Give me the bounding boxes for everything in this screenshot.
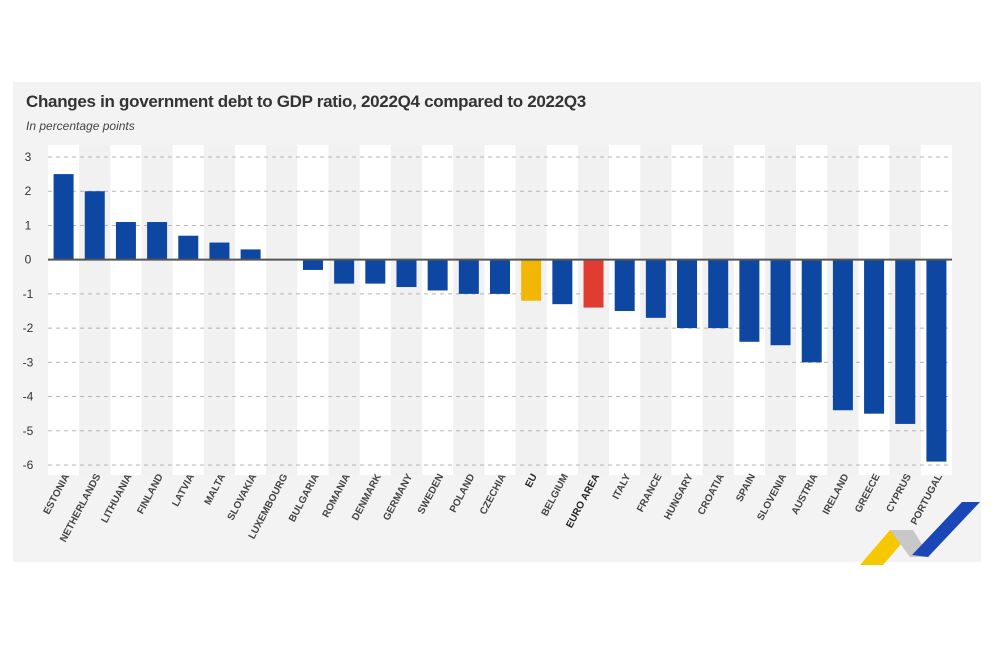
bar-germany <box>396 259 417 288</box>
x-tick-label: BELGIUM <box>540 472 571 518</box>
x-tick-label: POLAND <box>448 472 478 514</box>
column-stripe <box>235 145 267 475</box>
column-stripe <box>110 145 142 475</box>
column-stripe <box>359 145 391 475</box>
bar-poland <box>458 259 479 294</box>
column-stripes <box>48 145 952 475</box>
chart-subtitle: In percentage points <box>26 119 135 133</box>
bar-ireland <box>832 259 853 411</box>
x-tick-label: CZECHIA <box>478 472 509 516</box>
bar-france <box>645 259 666 318</box>
y-tick-label: -2 <box>23 321 34 335</box>
bar-italy <box>614 259 635 311</box>
bar-greece <box>864 259 885 414</box>
bar-eu <box>521 259 542 301</box>
bar-finland <box>147 222 168 260</box>
bar-portugal <box>926 259 947 462</box>
bar-malta <box>209 242 230 260</box>
column-stripe <box>422 145 454 475</box>
column-stripe <box>453 145 485 475</box>
y-tick-label: -3 <box>23 355 34 369</box>
x-tick-label: SWEDEN <box>416 472 446 516</box>
x-tick-label: HUNGARY <box>662 472 695 522</box>
x-tick-label: PORTUGAL <box>909 472 945 527</box>
x-tick-label: FRANCE <box>635 472 664 514</box>
y-tick-label: -6 <box>23 458 34 472</box>
column-stripe <box>546 145 578 475</box>
column-stripe <box>328 145 360 475</box>
eurostat-chevron-logo-icon <box>860 502 980 565</box>
bar-romania <box>334 259 355 284</box>
bar-euro-area <box>583 259 604 308</box>
x-tick-label: SLOVAKIA <box>226 472 260 522</box>
x-tick-label: ITALY <box>611 472 634 501</box>
bar-denmark <box>365 259 386 284</box>
column-stripe <box>390 145 423 475</box>
bar-hungary <box>677 259 698 329</box>
bar-belgium <box>552 259 573 305</box>
logo-blue-stripe <box>912 502 980 557</box>
bar-sweden <box>427 259 448 291</box>
y-tick-label: 1 <box>25 218 32 232</box>
bar-spain <box>739 259 760 342</box>
bar-croatia <box>708 259 729 329</box>
column-stripe <box>141 145 173 475</box>
y-tick-label: -5 <box>23 424 34 438</box>
x-tick-label: CROATIA <box>696 472 727 517</box>
column-stripe <box>484 145 516 475</box>
x-tick-label: LITHUANIA <box>100 472 135 525</box>
y-tick-label: 2 <box>25 184 32 198</box>
x-tick-label: ROMANIA <box>321 472 353 519</box>
column-stripe <box>297 145 329 475</box>
x-tick-label: AUSTRIA <box>790 472 821 516</box>
x-tick-label: GREECE <box>853 472 883 515</box>
bars <box>53 174 947 462</box>
x-tick-label: MALTA <box>203 472 228 507</box>
x-tick-label: SLOVENIA <box>755 472 789 522</box>
x-tick-label: ESTONIA <box>42 472 73 516</box>
bar-estonia <box>53 174 74 260</box>
column-stripe <box>172 145 204 475</box>
x-tick-label: EURO AREA <box>564 472 602 530</box>
x-tick-label: FINLAND <box>135 472 165 516</box>
x-tick-label: SPAIN <box>734 472 758 504</box>
x-tick-label: CYPRUS <box>885 472 914 514</box>
x-tick-label: LATVIA <box>171 472 197 508</box>
bar-lithuania <box>115 222 136 260</box>
bar-austria <box>801 259 822 363</box>
bar-slovenia <box>770 259 791 346</box>
bar-latvia <box>178 235 199 260</box>
bar-czechia <box>490 259 510 294</box>
x-tick-label: DENMARK <box>350 472 384 523</box>
chart-title: Changes in government debt to GDP ratio,… <box>26 92 586 111</box>
column-stripe <box>266 145 298 475</box>
column-stripe <box>577 145 610 475</box>
bar-cyprus <box>895 259 916 424</box>
y-tick-label: -4 <box>23 390 34 404</box>
column-stripe <box>515 145 547 475</box>
x-tick-label: IRELAND <box>821 472 852 516</box>
bar-slovakia <box>240 249 261 260</box>
x-tick-label: BULGARIA <box>287 472 321 524</box>
bar-bulgaria <box>302 259 323 270</box>
y-tick-label: 3 <box>25 150 32 164</box>
y-axis-ticks: 3 2 1 0 -1 -2 -3 -4 -5 -6 <box>23 150 34 472</box>
x-tick-label: GERMANY <box>381 472 415 523</box>
bar-netherlands <box>84 191 105 260</box>
y-tick-label: 0 <box>25 253 32 267</box>
y-tick-label: -1 <box>23 287 34 301</box>
column-stripe <box>203 145 236 475</box>
